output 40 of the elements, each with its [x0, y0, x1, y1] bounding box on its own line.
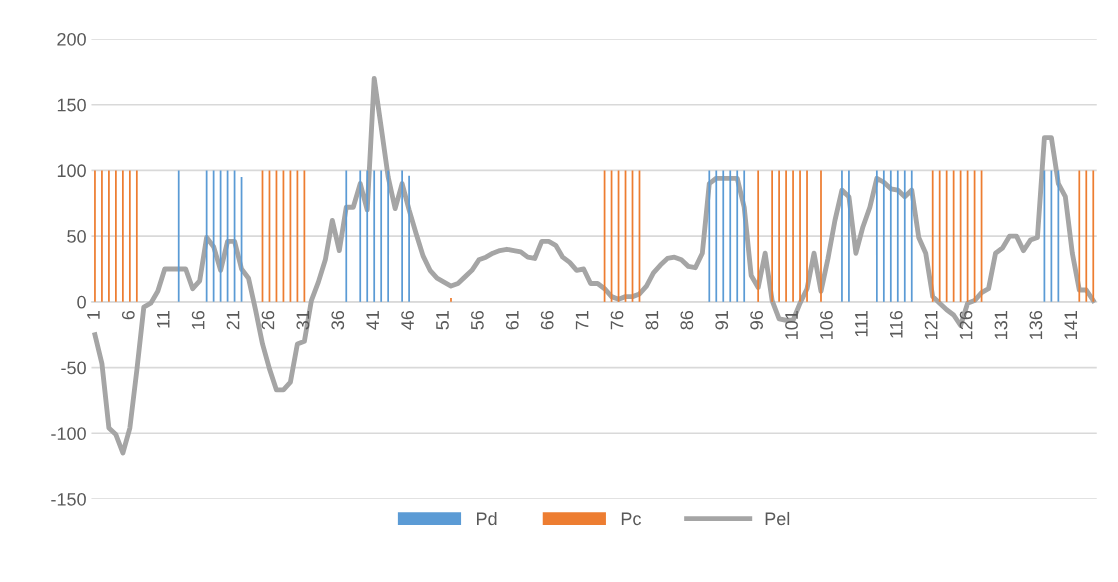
x-tick-label: 76	[610, 310, 624, 330]
x-tick-label: 56	[470, 310, 484, 330]
x-tick-label: 126	[959, 310, 973, 339]
x-tick-label: 6	[121, 310, 135, 320]
x-tick-label: 11	[157, 311, 170, 328]
x-tick-label: 141	[1064, 311, 1077, 339]
y-tick-label: 0	[77, 295, 86, 309]
y-tick-label: -150	[51, 492, 86, 506]
x-tick-label: 26	[261, 310, 275, 330]
y-tick-label: -100	[51, 427, 86, 441]
x-tick-label: 16	[191, 310, 205, 329]
x-tick-label: 36	[331, 310, 345, 330]
y-tick-label: 50	[67, 230, 86, 243]
x-tick-label: 86	[680, 310, 694, 330]
x-tick-label: 21	[226, 311, 240, 330]
y-tick-label: -50	[61, 361, 86, 375]
y-tick-label: 150	[57, 98, 86, 112]
x-tick-label: 101	[785, 311, 798, 339]
x-tick-label: 51	[436, 311, 449, 330]
x-tick-label: 81	[645, 311, 659, 330]
legend-label: Pel	[765, 511, 790, 526]
y-tick-label: 200	[57, 32, 86, 46]
x-tick-label: 46	[401, 310, 414, 330]
x-tick-label: 121	[924, 311, 938, 339]
x-tick-label: 1	[87, 311, 100, 319]
x-tick-label: 61	[505, 311, 519, 330]
x-tick-label: 106	[820, 310, 833, 339]
x-tick-label: 111	[855, 311, 868, 337]
legend-label: Pd	[477, 511, 497, 526]
x-tick-label: 31	[296, 311, 310, 330]
y-tick-label: 100	[57, 164, 86, 178]
x-tick-label: 91	[715, 311, 729, 330]
x-tick-label: 96	[750, 310, 764, 330]
x-tick-label: 136	[1029, 310, 1043, 339]
x-tick-label: 131	[994, 311, 1008, 339]
legend-label: Pc	[621, 512, 641, 526]
x-tick-label: 41	[366, 311, 379, 330]
x-tick-label: 66	[540, 310, 554, 330]
x-tick-label: 116	[889, 310, 903, 338]
x-tick-label: 71	[575, 311, 589, 330]
